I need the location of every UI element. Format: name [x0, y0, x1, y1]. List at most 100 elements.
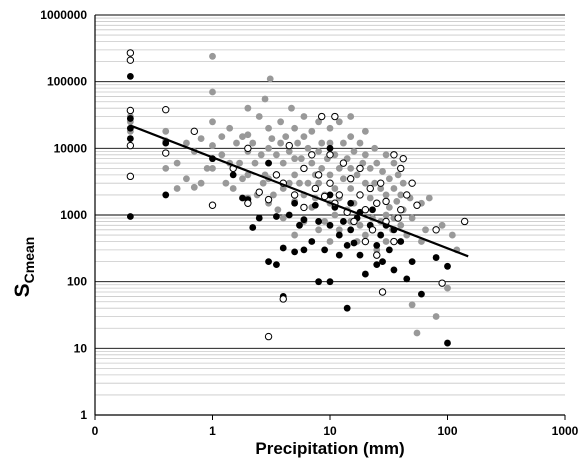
gray-data-point — [379, 168, 386, 175]
gray-data-point — [347, 133, 355, 140]
black-data-point — [315, 278, 323, 286]
gray-data-point — [218, 133, 226, 140]
gray-data-point — [408, 301, 416, 309]
gray-data-point — [366, 165, 374, 172]
gray-data-point — [356, 221, 364, 229]
gray-data-point — [393, 197, 401, 205]
gray-data-point — [385, 204, 393, 211]
gray-data-point — [371, 179, 379, 187]
open-data-point — [162, 149, 170, 157]
gray-data-point — [308, 127, 316, 135]
black-data-point — [369, 206, 376, 214]
gray-data-point — [315, 226, 323, 234]
gray-data-point — [288, 104, 295, 112]
black-data-point — [291, 199, 299, 207]
gray-data-point — [315, 118, 323, 126]
gray-data-point — [315, 147, 323, 155]
gray-data-point — [265, 124, 272, 132]
gray-data-point — [291, 155, 299, 163]
gray-data-point — [397, 221, 405, 229]
gray-data-point — [335, 165, 343, 172]
gray-data-point — [382, 151, 390, 159]
gray-data-point — [173, 185, 181, 192]
gray-data-point — [399, 179, 407, 187]
gray-data-point — [318, 165, 326, 172]
gray-data-point — [361, 151, 369, 159]
open-data-point — [244, 144, 252, 153]
gray-data-point — [347, 165, 355, 172]
black-data-point — [385, 246, 393, 254]
y-axis-title-main: S — [11, 283, 34, 297]
open-data-point — [397, 164, 405, 173]
black-data-point — [432, 254, 440, 261]
gray-data-point — [422, 226, 429, 234]
black-data-point — [126, 72, 134, 80]
gray-data-point — [273, 151, 280, 159]
black-data-point — [373, 241, 381, 249]
gray-data-point — [291, 231, 299, 239]
black-data-point — [308, 238, 316, 245]
black-data-point — [347, 226, 355, 234]
gray-data-point — [382, 191, 390, 199]
gray-data-point — [268, 135, 276, 142]
black-data-point — [361, 270, 369, 278]
gray-data-point — [326, 171, 334, 179]
gray-data-point — [162, 127, 170, 135]
open-data-point — [320, 192, 329, 201]
gray-data-point — [277, 118, 285, 126]
gray-data-point — [251, 159, 259, 167]
gray-data-point — [282, 133, 290, 140]
gray-data-point — [331, 211, 339, 219]
open-data-point — [397, 206, 405, 214]
gray-data-point — [390, 185, 398, 192]
black-data-point — [239, 194, 246, 202]
gray-data-point — [394, 171, 402, 179]
open-data-point — [300, 164, 308, 173]
open-data-point — [264, 195, 273, 204]
gray-data-point — [190, 183, 198, 191]
open-data-point — [399, 154, 407, 163]
open-data-point — [311, 184, 320, 193]
gray-data-point — [209, 88, 216, 96]
open-data-point — [356, 164, 364, 173]
open-data-point — [460, 217, 469, 226]
gray-data-point — [425, 194, 433, 202]
trend-line — [129, 124, 469, 258]
gray-data-point — [308, 159, 316, 167]
open-data-point — [208, 201, 217, 209]
x-tick-label: 100 — [437, 424, 457, 438]
black-data-point — [273, 213, 280, 220]
gray-data-point — [297, 155, 305, 163]
gray-data-point — [339, 139, 347, 147]
black-data-point — [403, 275, 411, 283]
black-data-point — [249, 224, 257, 231]
x-tick-label: 1000 — [552, 424, 579, 438]
black-data-point — [162, 139, 170, 147]
gray-data-point — [315, 179, 323, 187]
gray-data-point — [296, 179, 303, 187]
black-data-point — [379, 258, 386, 265]
x-axis-title: Precipitation (mm) — [255, 439, 404, 458]
gray-data-point — [353, 171, 361, 179]
gray-data-point — [183, 175, 190, 183]
gray-data-point — [371, 144, 379, 152]
gray-data-point — [209, 52, 216, 60]
gray-data-point — [239, 175, 246, 183]
gray-data-point — [291, 124, 299, 132]
black-data-point — [390, 266, 398, 274]
open-data-point — [373, 199, 381, 207]
open-data-point — [413, 201, 421, 209]
open-data-point — [285, 141, 293, 150]
black-data-point — [373, 261, 381, 269]
gray-data-point — [209, 118, 216, 126]
y-tick-label: 10 — [74, 341, 88, 355]
black-data-point — [444, 339, 451, 347]
gray-data-point — [432, 313, 440, 320]
open-data-point — [126, 106, 135, 115]
gray-data-point — [304, 144, 312, 152]
open-data-point — [339, 159, 348, 167]
black-data-point — [347, 199, 355, 207]
open-data-point — [244, 199, 252, 207]
gray-data-point — [448, 231, 456, 239]
black-data-point — [300, 246, 308, 254]
